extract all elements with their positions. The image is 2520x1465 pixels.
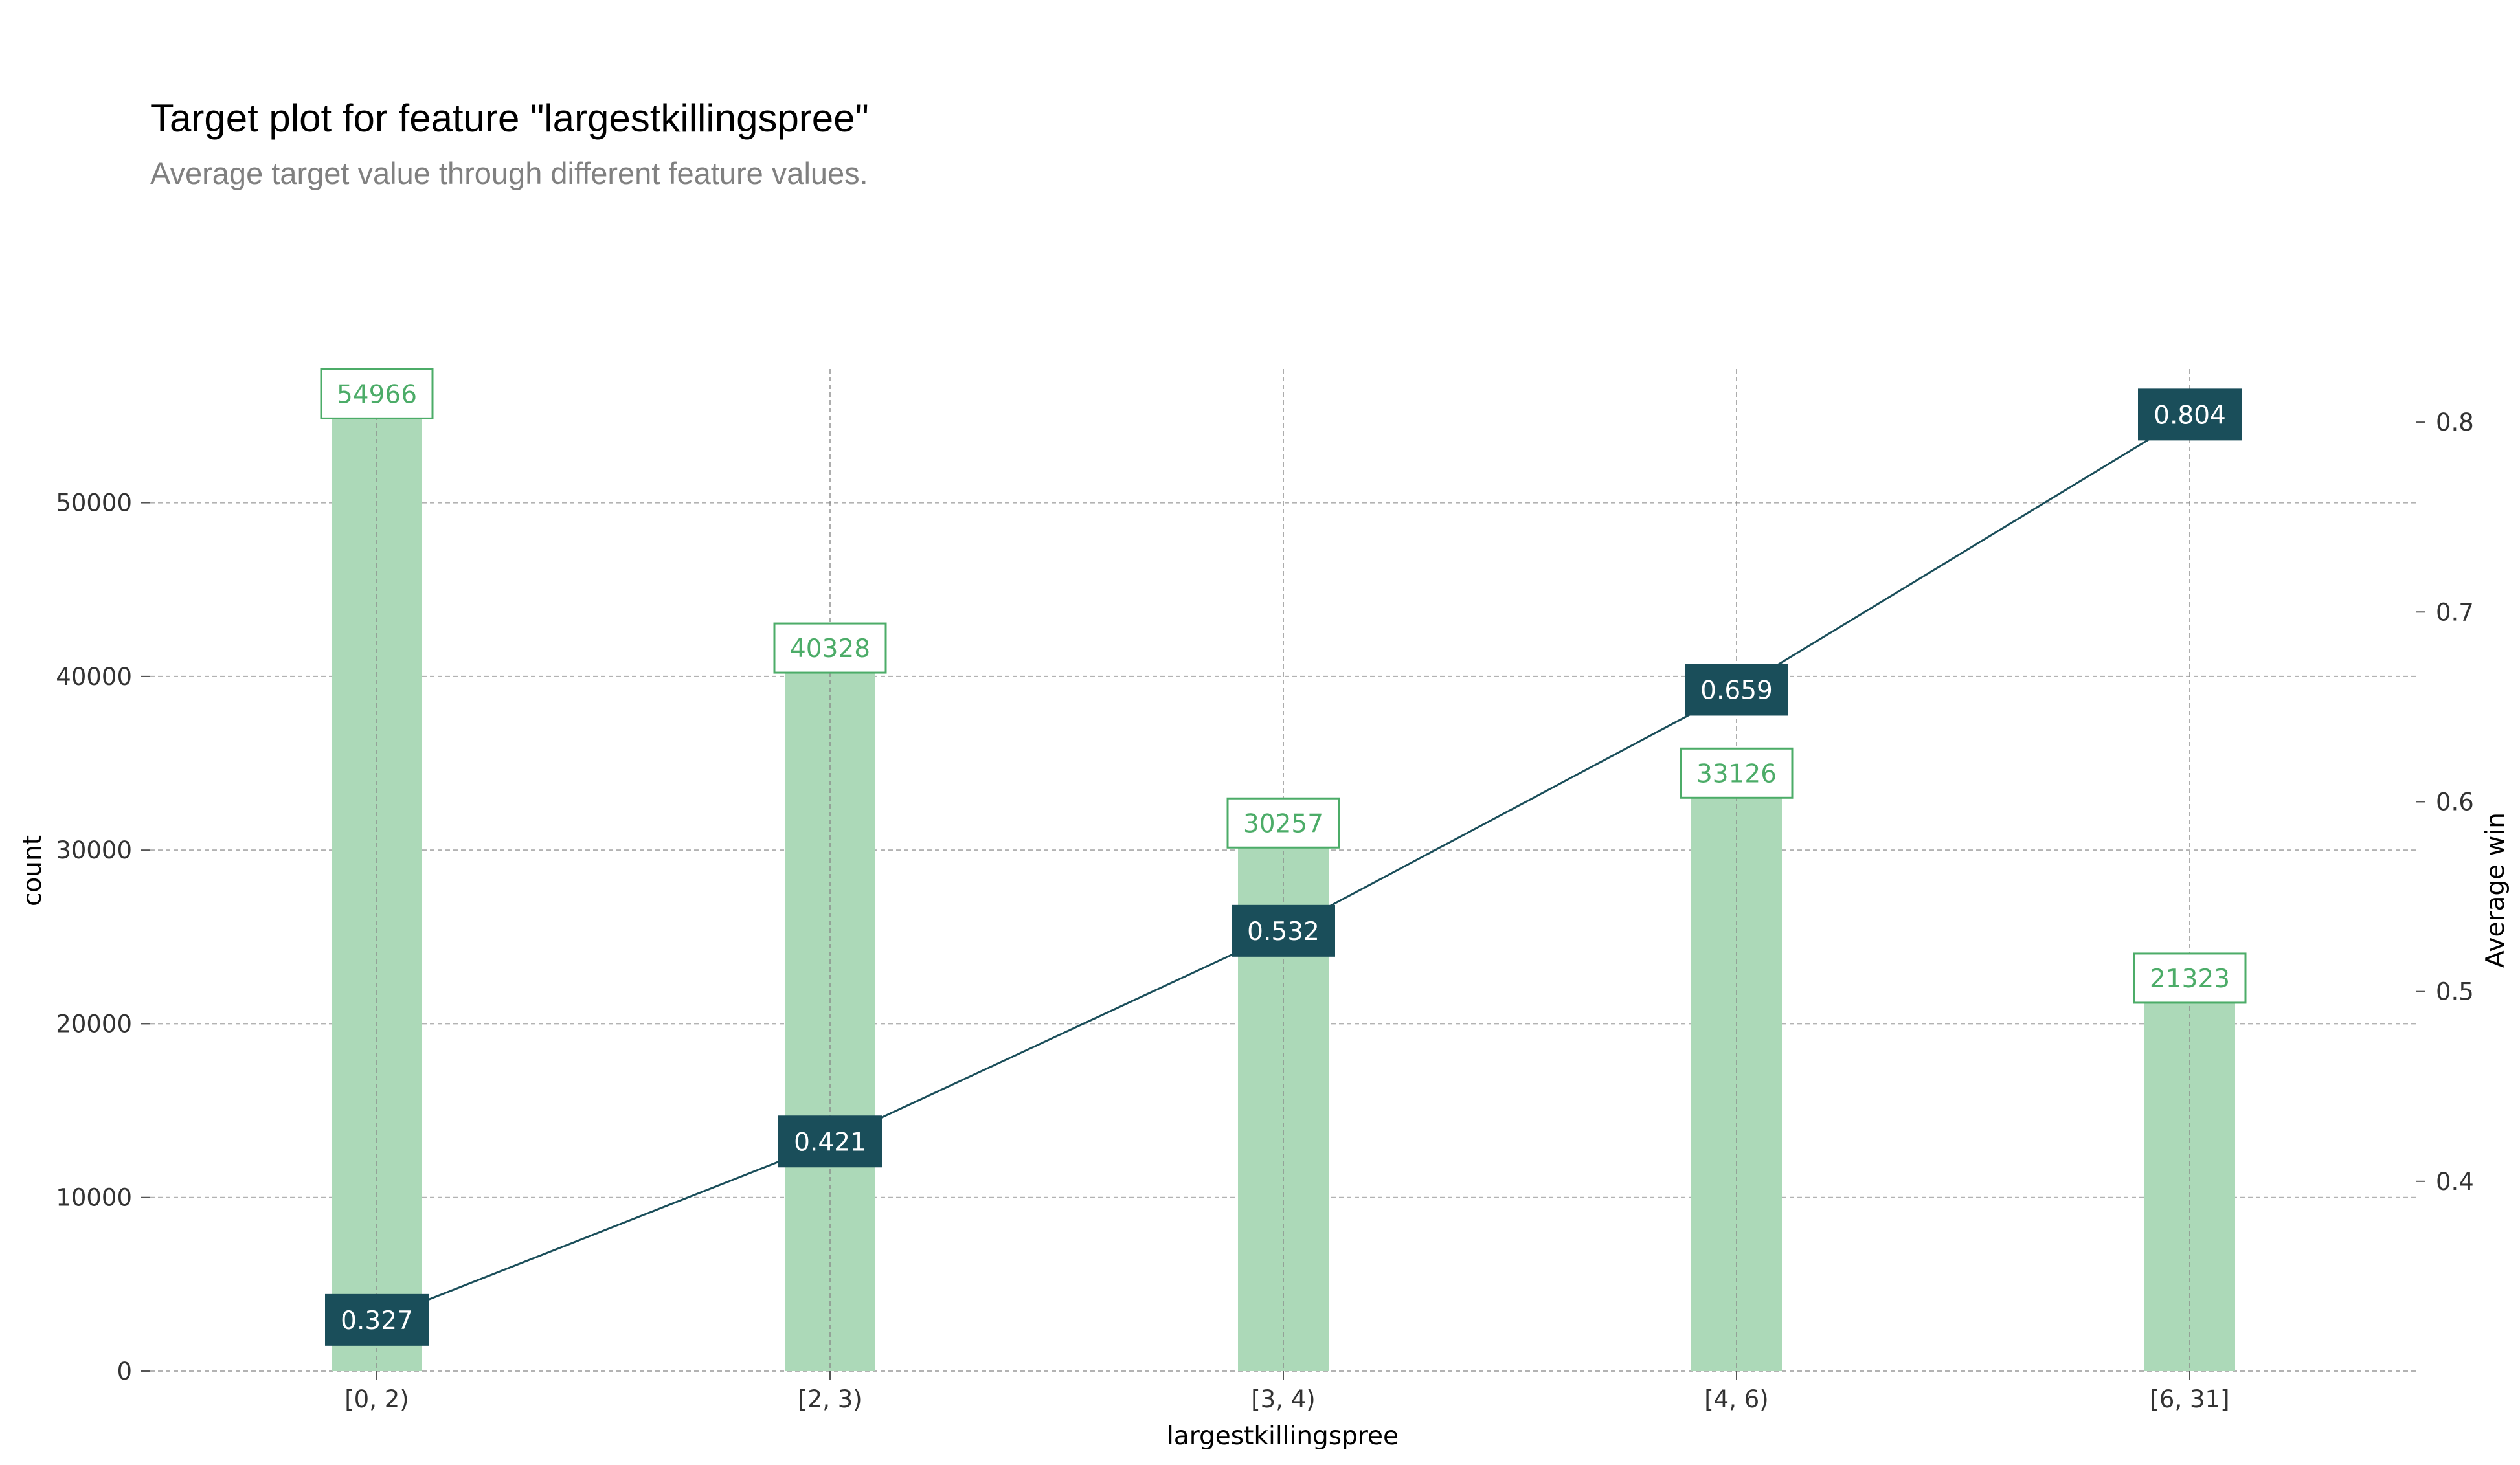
average-data-label: 0.804 <box>2154 401 2226 430</box>
y-left-tick-label: 20000 <box>56 1010 132 1038</box>
average-data-label: 0.659 <box>1700 676 1773 705</box>
x-tick-label: [3, 4) <box>1251 1385 1315 1413</box>
y-right-tick-label: 0.6 <box>2436 788 2474 816</box>
y-left-tick-label: 10000 <box>56 1184 132 1212</box>
y-right-tick-label: 0.8 <box>2436 408 2474 436</box>
average-data-label: 0.421 <box>794 1128 866 1157</box>
count-data-label: 30257 <box>1243 809 1323 838</box>
x-tick-label: [2, 3) <box>798 1385 862 1413</box>
average-data-label: 0.327 <box>341 1306 413 1336</box>
count-data-label: 54966 <box>337 380 417 409</box>
x-axis-label: largestkillingspree <box>1167 1422 1399 1451</box>
x-tick-label: [4, 6) <box>1704 1385 1768 1413</box>
y-axis-left-label: count <box>18 835 47 906</box>
x-tick-label: [0, 2) <box>344 1385 409 1413</box>
y-right-tick-label: 0.7 <box>2436 598 2474 626</box>
y-right-tick-label: 0.4 <box>2436 1168 2474 1196</box>
count-data-label: 33126 <box>1696 759 1777 788</box>
count-data-label: 40328 <box>790 634 870 664</box>
y-right-tick-label: 0.5 <box>2436 978 2474 1006</box>
y-left-tick-label: 30000 <box>56 836 132 864</box>
y-left-tick-label: 50000 <box>56 489 132 517</box>
x-tick-label: [6, 31] <box>2150 1385 2229 1413</box>
average-data-label: 0.532 <box>1247 917 1320 946</box>
y-axis-right-label: Average win <box>2481 812 2510 968</box>
count-data-label: 21323 <box>2150 965 2230 994</box>
y-left-tick-label: 40000 <box>56 663 132 691</box>
y-left-tick-label: 0 <box>117 1358 132 1385</box>
